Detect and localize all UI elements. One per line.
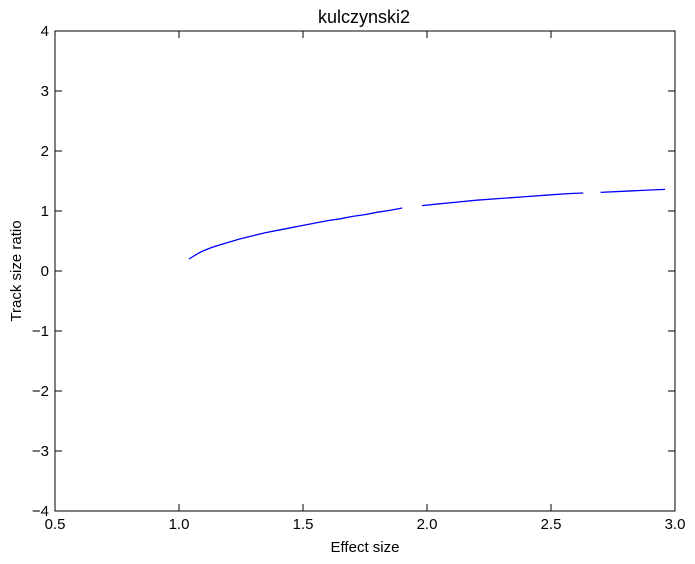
- y-tick-label: 1: [41, 203, 49, 220]
- x-axis-ticks: [54, 31, 676, 511]
- y-axis-ticks: [55, 30, 675, 512]
- y-tick-label: 3: [41, 83, 49, 100]
- x-axis-label: Effect size: [331, 539, 400, 556]
- chart-title: kulczynski2: [318, 7, 410, 27]
- y-tick-label: 0: [41, 263, 49, 280]
- series-layer: [188, 188, 666, 260]
- series-line-segment: [188, 207, 403, 260]
- x-tick-label: 3.0: [665, 516, 686, 533]
- y-tick-label: −1: [32, 323, 49, 340]
- x-tick-label: 2.0: [417, 516, 438, 533]
- y-tick-label: −3: [32, 443, 49, 460]
- x-tick-label: 1.0: [169, 516, 190, 533]
- x-tick-label: 0.5: [45, 516, 66, 533]
- y-axis-label: Track size ratio: [8, 220, 25, 321]
- y-tick-label: −2: [32, 383, 49, 400]
- plot-frame: [54, 30, 676, 512]
- x-axis-tick-labels: 0.5 1.0 1.5 2.0 2.5 3.0: [45, 516, 686, 533]
- series-line-segment: [600, 188, 666, 194]
- y-tick-label: 2: [41, 143, 49, 160]
- series-line-segment: [421, 192, 584, 207]
- y-tick-label: −4: [32, 503, 49, 520]
- x-tick-label: 2.5: [541, 516, 562, 533]
- y-axis-tick-labels: 4 3 2 1 0 −1 −2 −3 −4: [32, 23, 49, 520]
- y-tick-label: 4: [41, 23, 49, 40]
- x-tick-label: 1.5: [293, 516, 314, 533]
